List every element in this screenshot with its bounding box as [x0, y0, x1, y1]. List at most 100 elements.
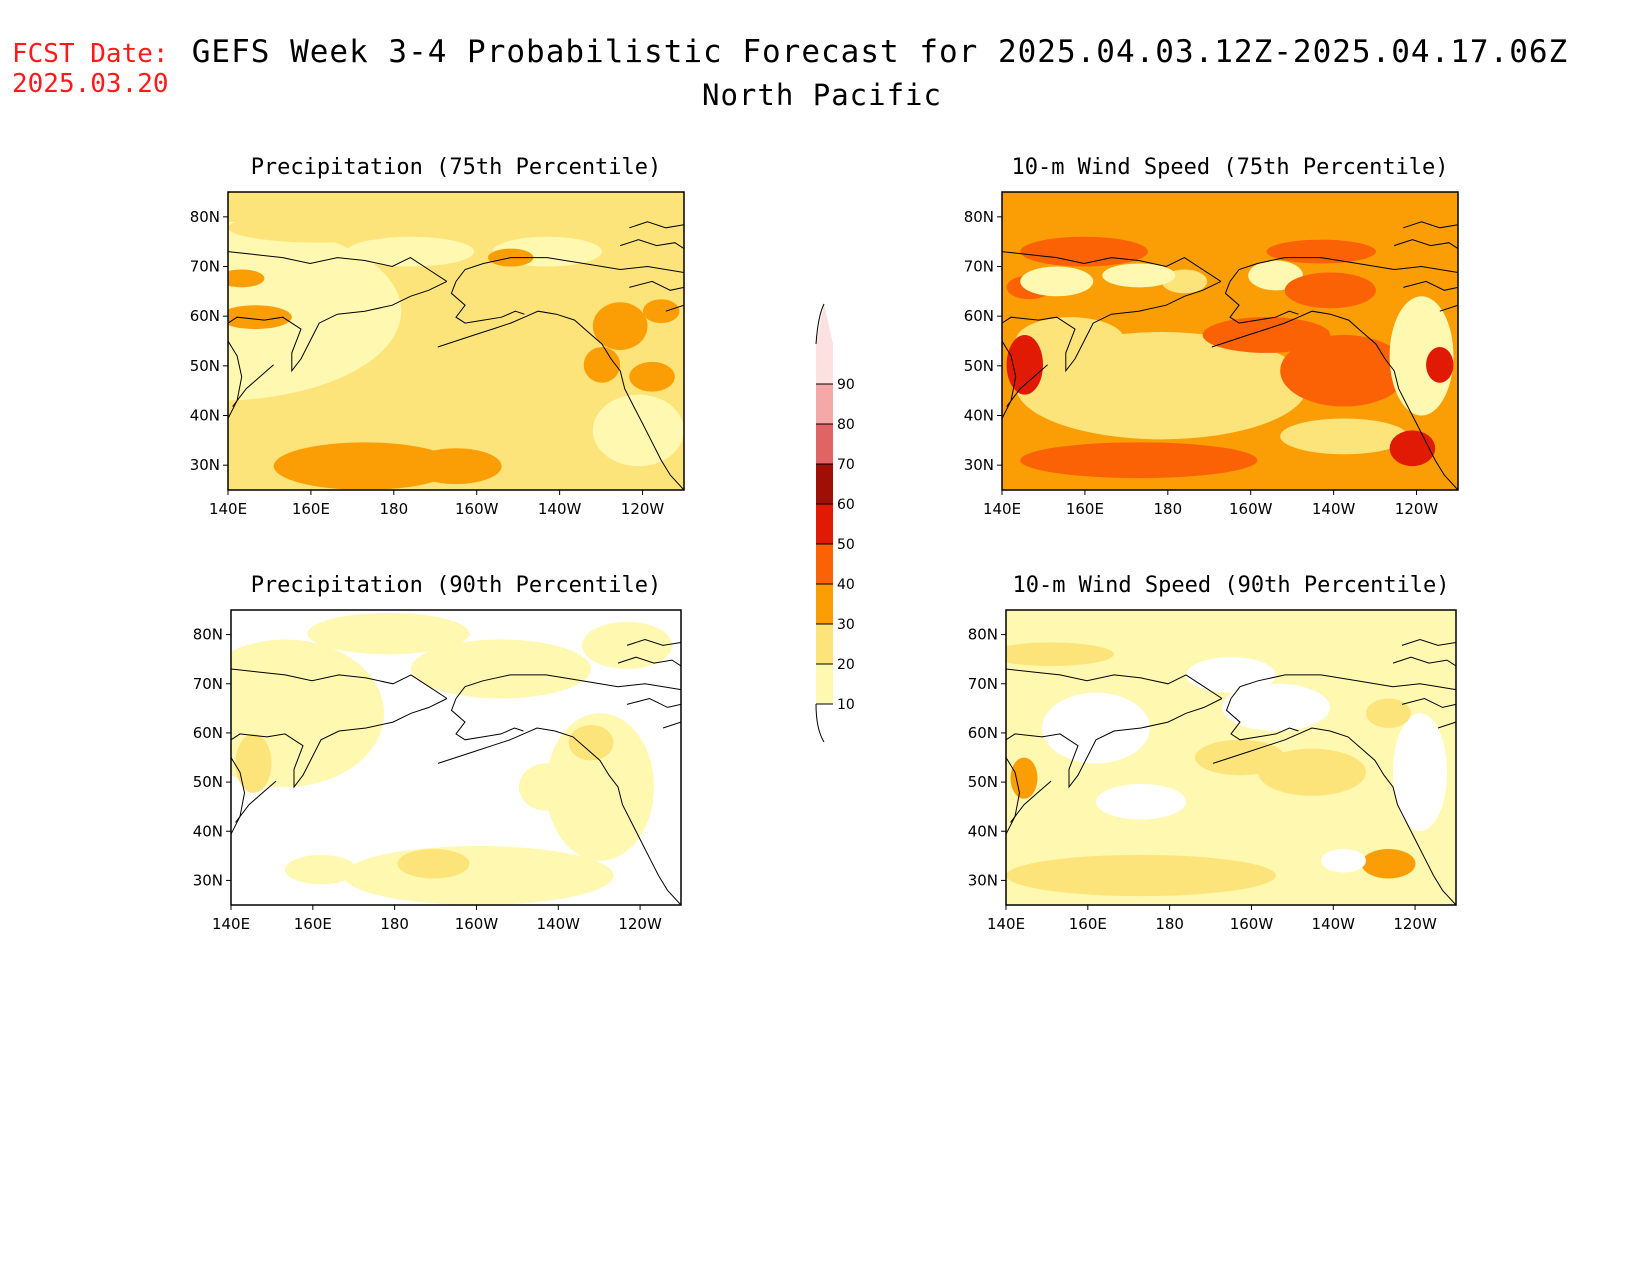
probability-region	[346, 236, 475, 267]
x-tick-label: 140E	[987, 915, 1025, 933]
coastline	[1403, 280, 1458, 291]
coastline	[1224, 281, 1299, 324]
coastline	[1006, 757, 1021, 835]
x-tick-label: 160E	[1069, 915, 1107, 933]
colorbar-label: 80	[837, 417, 855, 433]
y-tick-label: 80N	[964, 208, 994, 226]
probability-region	[1321, 848, 1366, 873]
coastline	[437, 316, 525, 348]
y-tick-label: 60N	[193, 724, 223, 742]
probability-region	[519, 763, 573, 811]
coastline	[626, 638, 681, 646]
coastline	[523, 727, 681, 905]
colorbar-swatch	[816, 664, 833, 704]
probability-field	[228, 192, 684, 490]
probability-region	[568, 725, 614, 761]
colorbar-swatch	[816, 464, 833, 504]
probability-field	[231, 610, 681, 905]
x-tick-label: 140W	[1312, 500, 1356, 518]
coastline	[450, 698, 524, 741]
coastline	[228, 251, 448, 282]
probability-region	[235, 733, 272, 793]
colorbar: 10 20 30 40 50 60 70 80 90	[815, 303, 855, 743]
probability-region	[583, 346, 621, 383]
panel-frame	[1005, 609, 1457, 906]
y-tick-label: 50N	[193, 773, 223, 791]
x-tick-label: 120W	[1393, 915, 1437, 933]
coastline	[228, 280, 448, 373]
coastline	[665, 304, 684, 312]
coastline	[1225, 698, 1299, 741]
region-subtitle: North Pacific	[702, 78, 942, 112]
coastline	[1298, 310, 1458, 490]
probability-region	[1389, 296, 1454, 416]
y-tick-label: 30N	[964, 456, 994, 474]
coastline	[1439, 304, 1458, 312]
coastline	[455, 257, 684, 282]
y-tick-label: 80N	[193, 626, 223, 644]
y-tick-label: 50N	[968, 773, 998, 791]
y-tick-label: 80N	[190, 208, 220, 226]
coastline	[1392, 656, 1456, 667]
x-tick-label: 120W	[621, 500, 665, 518]
x-tick-label: 160W	[455, 915, 499, 933]
coastline	[1403, 221, 1458, 229]
probability-field	[1002, 192, 1458, 490]
y-tick-label: 70N	[968, 675, 998, 693]
coastline	[1010, 780, 1052, 823]
x-tick-label: 160E	[1066, 500, 1104, 518]
fcst-date-label: FCST Date:	[12, 39, 169, 69]
colorbar-label: 20	[837, 657, 855, 673]
coastline	[437, 733, 524, 764]
x-tick-label: 180	[1153, 500, 1182, 518]
probability-region	[228, 269, 265, 288]
coastline	[1401, 697, 1456, 708]
probability-region	[1202, 317, 1331, 353]
y-tick-label: 30N	[190, 456, 220, 474]
coastline	[450, 281, 525, 324]
x-tick-label: 160W	[1229, 500, 1273, 518]
x-tick-label: 180	[1155, 915, 1184, 933]
coastline	[455, 674, 681, 699]
probability-region	[1006, 642, 1114, 667]
colorbar-label: 10	[837, 697, 855, 713]
y-tick-label: 80N	[968, 626, 998, 644]
panel-title: Precipitation (90th Percentile)	[251, 573, 662, 598]
probability-region	[629, 361, 675, 392]
probability-region	[1426, 346, 1454, 383]
probability-region	[411, 639, 591, 699]
x-tick-label: 140W	[1312, 915, 1356, 933]
probability-field	[1006, 610, 1456, 905]
probability-region	[228, 221, 402, 401]
probability-region	[1393, 713, 1447, 832]
probability-region	[1006, 335, 1044, 395]
probability-region	[343, 846, 614, 905]
panel-title: Precipitation (75th Percentile)	[251, 155, 662, 180]
fcst-date-value: 2025.03.20	[12, 69, 169, 99]
x-tick-label: 180	[380, 915, 409, 933]
x-tick-label: 180	[379, 500, 408, 518]
panel-frame	[230, 609, 682, 906]
coastline	[1437, 721, 1456, 729]
y-tick-label: 70N	[190, 258, 220, 276]
probability-region	[1222, 683, 1330, 731]
y-tick-label: 40N	[190, 407, 220, 425]
y-tick-label: 60N	[968, 724, 998, 742]
probability-region	[1020, 266, 1094, 297]
colorbar-swatch	[816, 544, 833, 584]
colorbar-swatch	[816, 584, 833, 624]
probability-region	[1020, 442, 1258, 479]
probability-region	[1361, 848, 1416, 879]
x-tick-label: 140W	[538, 500, 582, 518]
coastline	[235, 780, 277, 823]
probability-region	[1258, 748, 1366, 796]
probability-region	[1280, 335, 1408, 407]
y-tick-label: 50N	[190, 357, 220, 375]
colorbar-label: 50	[837, 537, 855, 553]
coastline	[1394, 239, 1458, 250]
x-tick-label: 160E	[294, 915, 332, 933]
coastline	[231, 698, 448, 789]
colorbar-label: 90	[837, 377, 855, 393]
colorbar-swatch	[816, 384, 833, 424]
